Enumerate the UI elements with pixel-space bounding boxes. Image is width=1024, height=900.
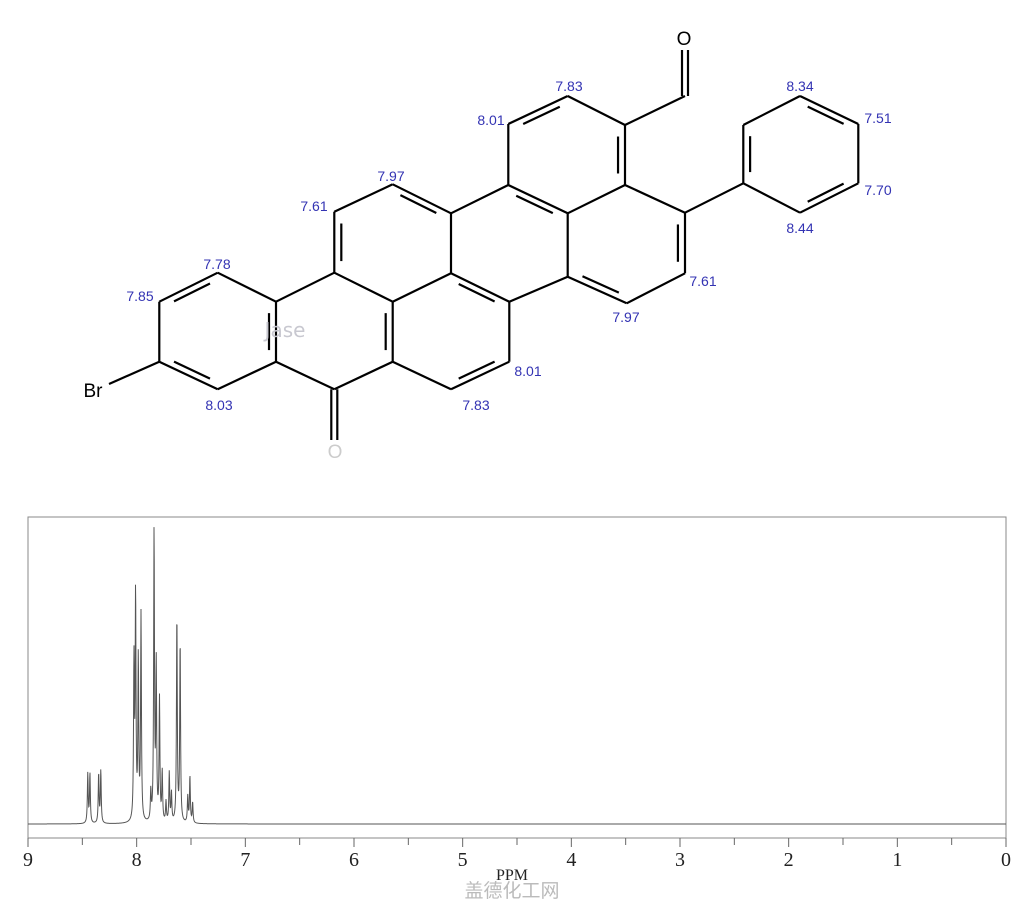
bond — [508, 275, 569, 303]
shift-label: 7.61 — [300, 198, 327, 214]
double-bond-line — [399, 194, 437, 215]
bond — [507, 184, 569, 215]
double-bond-line — [582, 275, 620, 294]
bond — [742, 95, 801, 126]
bond — [624, 184, 686, 214]
shift-label: 7.85 — [126, 288, 153, 304]
double-bond-line — [173, 360, 211, 380]
bond — [626, 272, 686, 305]
x-tick-label: 1 — [892, 849, 902, 871]
double-bond-line — [173, 282, 211, 303]
bond — [507, 95, 569, 125]
watermark: 盖德化工网 — [464, 880, 559, 900]
bond — [742, 182, 801, 214]
bond — [217, 271, 277, 303]
bond — [799, 95, 859, 125]
x-tick-label: 0 — [1001, 849, 1011, 871]
plot-frame — [27, 516, 1007, 839]
shift-label: 7.70 — [864, 182, 891, 198]
bond — [567, 275, 628, 305]
x-tick-label: 3 — [675, 849, 685, 871]
shift-label: 8.03 — [205, 397, 232, 413]
bond — [158, 271, 219, 303]
double-bond-line — [807, 182, 845, 203]
watermark: Jase — [263, 318, 306, 342]
bond — [450, 360, 510, 391]
shift-label: 7.78 — [203, 256, 230, 272]
x-tick-label: 6 — [349, 849, 359, 871]
bond — [567, 184, 626, 215]
bond — [392, 360, 452, 391]
shift-label: 8.44 — [786, 220, 813, 236]
bond — [275, 360, 335, 391]
shift-label: 7.51 — [864, 110, 891, 126]
bond — [108, 360, 160, 386]
spectrum-line — [28, 527, 1006, 825]
x-tick-label: 2 — [784, 849, 794, 871]
molecule-structure: O O Br Jase 7.83 8.01 7.97 7.61 7.78 7.85 8.03 7.83… — [84, 29, 892, 463]
bond — [217, 360, 277, 391]
x-tick-label: 9 — [23, 849, 33, 871]
double-bond-line — [458, 360, 496, 380]
atom-oxygen-bottom: O — [328, 442, 343, 463]
shift-label: 8.01 — [477, 112, 504, 128]
x-tick-label: 4 — [566, 849, 576, 871]
bond — [450, 184, 509, 215]
x-tick-label: 7 — [240, 849, 250, 871]
x-axis-label: PPM — [496, 867, 528, 884]
bond — [333, 360, 394, 391]
bond — [450, 272, 510, 303]
shift-label: 7.97 — [377, 168, 404, 184]
shift-label: 7.97 — [612, 309, 639, 325]
double-bond-line — [515, 194, 554, 215]
bond — [684, 182, 744, 214]
shift-label: 8.34 — [786, 78, 813, 94]
bond — [333, 183, 394, 213]
bond — [567, 95, 626, 126]
atom-bromine: Br — [84, 381, 104, 402]
bond — [392, 272, 452, 303]
atom-oxygen-top: O — [677, 29, 692, 50]
double-bond-line — [522, 105, 561, 126]
shift-label: 7.83 — [555, 78, 582, 94]
x-tick-label: 8 — [132, 849, 142, 871]
shift-label: 7.83 — [462, 397, 489, 413]
bond — [392, 183, 452, 215]
double-bond-line — [458, 282, 496, 303]
bond — [158, 360, 219, 391]
double-bond-line — [807, 105, 845, 125]
shift-label: 7.61 — [689, 273, 716, 289]
x-tick-label: 5 — [458, 849, 468, 871]
bond — [624, 95, 686, 126]
bond — [333, 271, 394, 303]
bond — [799, 182, 859, 214]
shift-label: 8.01 — [514, 363, 541, 379]
bond — [275, 271, 335, 303]
